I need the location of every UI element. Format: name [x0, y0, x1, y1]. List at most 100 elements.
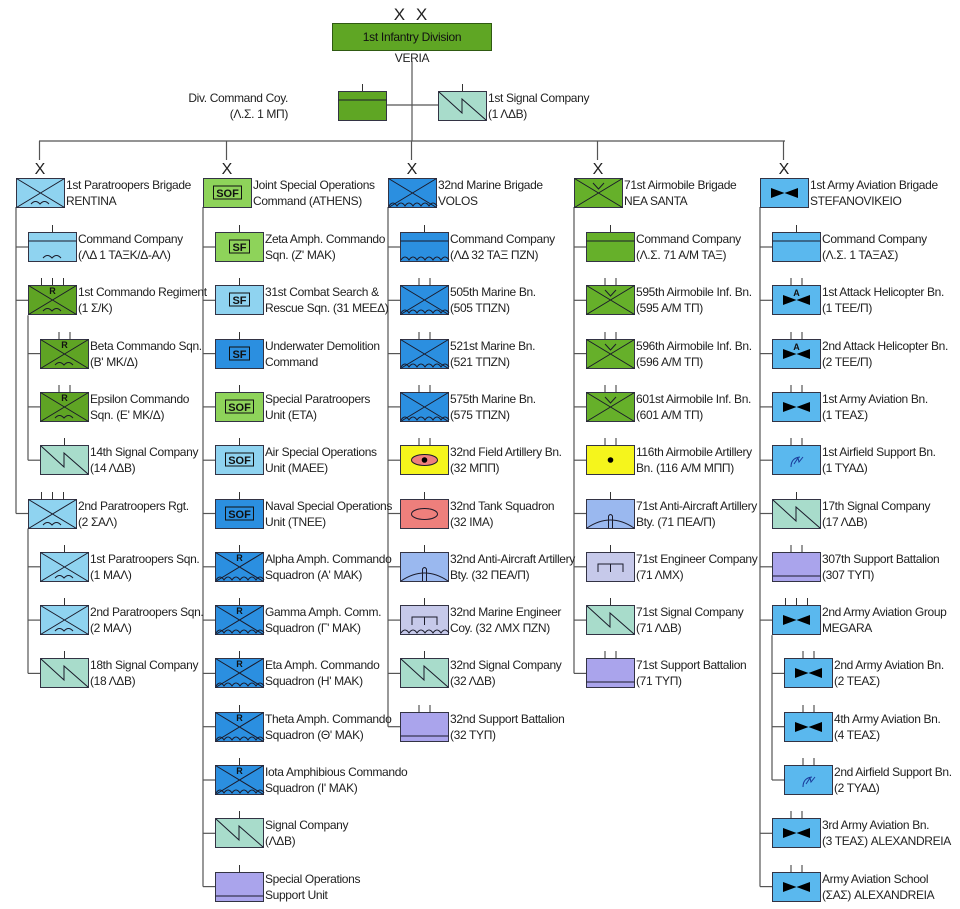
- unit-frame: [215, 391, 264, 422]
- unit-label-line: 14th Signal Company: [90, 445, 199, 460]
- unit-symbol-icon: R: [215, 651, 265, 689]
- unit-label-line: 2nd Army Aviation Bn.: [834, 658, 944, 673]
- unit-label-line: Sqn. (Ζ' ΜΑΚ): [265, 248, 336, 262]
- unit-label-line: (1 ΤΥΑΔ): [822, 461, 868, 476]
- unit-symbol-icon: [772, 438, 821, 476]
- unit-label-line: 71st Engineer Company: [636, 551, 758, 566]
- unit-symbol-icon: SOF: [203, 178, 252, 208]
- unit-symbol-icon: [784, 651, 833, 689]
- unit-label: 1st Paratroopers Sqn. (1 ΜΑΛ): [90, 551, 200, 583]
- unit-label: 71st Anti-Aircraft Artillery Bty. (71 ΠΕΑ…: [636, 498, 757, 530]
- unit-label-line: Command: [265, 354, 318, 369]
- unit-label: Theta Amph. Commando Squadron (Θ' ΜΑΚ): [265, 711, 392, 743]
- unit-label-line: (596 Α/Μ ΤΠ): [636, 354, 703, 369]
- unit-label-line: Div. Command Coy.: [188, 91, 288, 105]
- unit-label: 71st Signal Company (71 ΛΔΒ): [636, 604, 744, 636]
- unit-mark: R: [61, 340, 68, 350]
- unit-frame: [215, 871, 264, 902]
- unit-symbol-icon: [586, 491, 635, 529]
- airborne-icon: [42, 255, 62, 259]
- unit-label-line: Army Aviation School: [822, 871, 929, 886]
- cross-icon: [574, 178, 623, 208]
- unit-frame: [215, 338, 264, 369]
- unit-mark: A: [793, 288, 800, 298]
- unit-label: 307th Support Battalion (307 ΤΥΠ): [822, 551, 940, 583]
- signal-icon: [586, 605, 635, 635]
- unit-symbol-icon: [586, 225, 635, 262]
- unit-label-line: (307 ΤΥΠ): [822, 567, 874, 582]
- waves-icon: [215, 736, 265, 741]
- unit-label: 18th Signal Company (18 ΛΔΒ): [90, 657, 198, 689]
- unit-label-line: 116th Airmobile Artillery: [636, 445, 752, 460]
- unit-label-line: (1 Σ/Κ): [78, 301, 113, 316]
- unit-label-line: Bn. (116 Α/Μ ΜΠΠ): [636, 461, 734, 476]
- unit-label: Command Company (Λ.Σ. 1 ΤΑΞΑΣ): [822, 231, 927, 263]
- cross-icon: [400, 338, 449, 369]
- badge-frame: [229, 292, 250, 307]
- unit-frame: [772, 232, 821, 262]
- unit-label: Gamma Amph. Comm. Squadron (Γ' ΜΑΚ): [265, 604, 381, 636]
- unit-label-line: (1 ΤΕΕ/Π): [822, 301, 872, 316]
- unit-label: 32nd Tank Squadron (32 ΙΜΑ): [450, 498, 555, 530]
- unit-label-line: (1 ΜΑΛ): [90, 567, 132, 582]
- unit-label-line: 32nd Signal Company: [450, 658, 562, 673]
- unit-frame: [400, 232, 449, 262]
- unit-label-line: Squadron (Η' ΜΑΚ): [265, 674, 363, 689]
- airfield-icon: [790, 456, 804, 468]
- unit-label: Command Company (ΛΔ 32 ΤΑΞ ΠΖΝ): [450, 231, 555, 263]
- unit-label: 1st Signal Company (1 ΛΔΒ): [488, 90, 589, 122]
- unit-symbol-icon: R: [215, 704, 265, 742]
- unit-label-line: (601 Α/Μ ΤΠ): [636, 407, 703, 422]
- unit-symbol-icon: [772, 544, 821, 582]
- division-location: VERIA: [394, 51, 430, 65]
- unit-label-line: (71 ΛΔΒ): [636, 621, 682, 636]
- unit-label-line: (17 ΛΔΒ): [822, 514, 868, 529]
- unit-label: Naval Special Operations Unit (ΤΝΕΕ): [265, 498, 392, 530]
- cross-icon: [215, 551, 264, 582]
- unit-label-line: NEA SANTA: [624, 194, 688, 208]
- waves-icon: [400, 363, 450, 368]
- unit-label-line: (Λ.Σ. 71 Α/Μ ΤΑΞ): [636, 248, 727, 262]
- rotor-icon: [783, 401, 810, 412]
- unit-symbol-icon: [772, 491, 821, 529]
- division-box[interactable]: 1st Infantry Division: [332, 23, 492, 51]
- unit-label-line: Epsilon Commando: [90, 391, 190, 406]
- unit-badge: SOF: [228, 455, 251, 467]
- unit-label-line: (18 ΛΔΒ): [90, 674, 136, 689]
- unit-label-line: (575 ΤΠΖΝ): [450, 407, 510, 422]
- unit-label-line: (1 ΤΕΑΣ): [822, 407, 868, 422]
- unit-symbol-icon: [438, 84, 487, 121]
- unit-label-line: (32 ΜΠΠ): [450, 461, 500, 476]
- unit-label-line: 521st Marine Bn.: [450, 338, 536, 353]
- unit-label: 596th Airmobile Inf. Bn. (596 Α/Μ ΤΠ): [636, 338, 752, 370]
- unit-frame: [586, 445, 635, 476]
- division-echelon-marker: X X: [393, 5, 431, 24]
- unit-label-line: 2nd Army Aviation Group: [822, 605, 947, 620]
- unit-label: 71st Support Battalion (71 ΤΥΠ): [636, 657, 747, 689]
- unit-symbol-icon: [40, 598, 89, 636]
- unit-label-line: (2 ΜΑΛ): [90, 621, 132, 636]
- unit-label-line: Unit (ΜΑΕΕ): [265, 461, 328, 476]
- airborne-icon: [54, 414, 74, 419]
- unit-label-line: Squadron (Ι' ΜΑΚ): [265, 781, 358, 795]
- cross-icon: [388, 178, 437, 208]
- unit-badge: SF: [232, 349, 246, 361]
- unit-label: 2nd Attack Helicopter Bn. (2 ΤΕΕ/Π): [822, 338, 948, 370]
- unit-symbol-icon: [784, 758, 833, 795]
- airborne-icon: [54, 361, 74, 366]
- unit-label-line: (2 ΣΑΛ): [78, 514, 117, 529]
- cross-icon: [586, 338, 635, 369]
- unit-label-line: 32nd Field Artillery Bn.: [450, 445, 562, 460]
- unit-label-line: 2nd Airfield Support Bn.: [834, 765, 952, 779]
- unit-label: Command Company (Λ.Σ. 71 Α/Μ ΤΑΞ): [636, 231, 741, 263]
- unit-symbol-icon: [400, 278, 450, 316]
- unit-label: Joint Special Operations Command (ATHENS): [253, 177, 375, 209]
- signal-icon: [40, 445, 89, 475]
- unit-label: Div. Command Coy. (Λ.Σ. 1 ΜΠ): [188, 90, 288, 122]
- unit-badge: SOF: [228, 509, 251, 521]
- unit-label-line: Squadron (Γ' ΜΑΚ): [265, 621, 361, 636]
- unit-mark: R: [236, 659, 243, 669]
- unit-label: 1st Paratroopers Brigade RENTINA: [66, 177, 191, 209]
- unit-label-line: (2 ΤΕΕ/Π): [822, 354, 872, 369]
- unit-symbol-icon: R: [215, 758, 265, 795]
